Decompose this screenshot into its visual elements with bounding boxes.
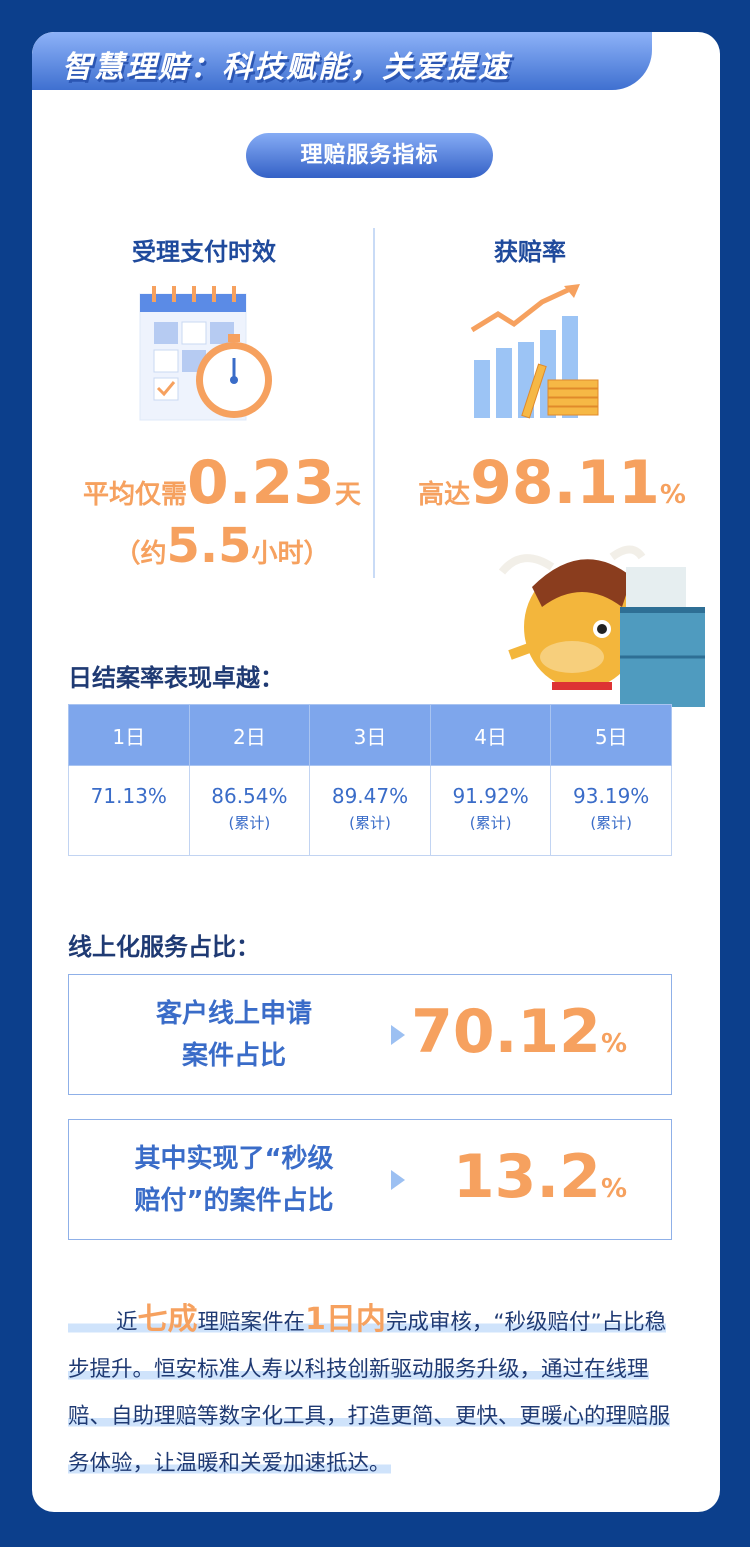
label-line: 客户线上申请 <box>155 999 312 1029</box>
value-unit: % <box>600 1029 627 1059</box>
column-divider <box>373 228 375 578</box>
claim-rate-line: 高达98.11% <box>382 448 720 518</box>
avg-hours-value: 5.5 <box>166 518 252 574</box>
col-header: 4日 <box>429 704 552 766</box>
label-line: 赔付”的案件占比 <box>134 1186 334 1216</box>
cumulative-note: (累计) <box>469 814 512 832</box>
text: 完成审核，“秒级赔付”占比稳步提升。恒安标准人寿以科技创新驱动服务升级，通过在线… <box>68 1310 671 1476</box>
table-header-row: 1日 2日 3日 4日 5日 <box>68 704 672 766</box>
table-cell: 91.92% (累计) <box>429 765 552 856</box>
cumulative-note: (累计) <box>228 814 271 832</box>
label-line: 案件占比 <box>181 1041 286 1071</box>
page-title: 智慧理赔：科技赋能，关爱提速 <box>62 50 510 85</box>
avg-time-line: 平均仅需0.23天 <box>52 448 392 518</box>
col-header: 1日 <box>68 704 190 766</box>
table-cell: 86.54% (累计) <box>188 765 311 856</box>
arrow-icon <box>391 1170 405 1190</box>
col-header: 5日 <box>550 704 672 766</box>
infographic-card: 智慧理赔：科技赋能，关爱提速 理赔服务指标 受理支付时效 平均仅需0.23天 （… <box>32 32 720 1512</box>
second-level-payment-box: 其中实现了“秒级 赔付”的案件占比 13.2% <box>68 1119 672 1240</box>
title-banner: 智慧理赔：科技赋能，关爱提速 <box>32 32 652 90</box>
box-label: 其中实现了“秒级 赔付”的案件占比 <box>109 1138 359 1222</box>
calendar-stopwatch-icon <box>139 286 272 421</box>
highlight-text: 1日内 <box>305 1302 386 1337</box>
rising-chart-coins-icon <box>470 284 599 419</box>
col-header: 2日 <box>188 704 311 766</box>
claim-rate-heading: 获赔率 <box>494 238 566 266</box>
mascot-ox-illustration <box>498 545 705 707</box>
value-unit: % <box>600 1174 627 1204</box>
value-number: 13.2 <box>452 1142 601 1212</box>
highlight-text: 七成 <box>137 1302 198 1337</box>
text: 理赔案件在 <box>197 1310 306 1335</box>
cumulative-note: (累计) <box>590 814 633 832</box>
section-pill: 理赔服务指标 <box>246 133 493 178</box>
avg-days-unit: 天 <box>335 480 362 510</box>
box-value: 70.12% <box>411 997 627 1067</box>
arrow-icon <box>391 1025 405 1045</box>
table-cell: 93.19% (累计) <box>550 765 672 856</box>
text: 近 <box>116 1310 138 1335</box>
label-line: 其中实现了“秒级 <box>134 1144 334 1174</box>
rate-value: 89.47% <box>331 784 409 808</box>
box-value: 13.2% <box>453 1142 627 1212</box>
table-cell: 89.47% (累计) <box>309 765 431 856</box>
hours-unit: 小时） <box>251 539 330 569</box>
table-cell: 71.13% <box>68 765 190 856</box>
avg-hours-line: （约5.5小时） <box>52 518 392 574</box>
rate-value: 91.92% <box>452 784 529 808</box>
avg-days-value: 0.23 <box>186 448 336 518</box>
rate-prefix: 高达 <box>418 480 471 510</box>
col-header: 3日 <box>309 704 431 766</box>
rate-unit: % <box>659 480 686 510</box>
avg-prefix: 平均仅需 <box>82 480 187 510</box>
daily-close-table: 1日 2日 3日 4日 5日 71.13% 86.54% (累计) 89.47% (… <box>68 704 672 856</box>
rate-value: 93.19% <box>573 784 650 808</box>
box-label: 客户线上申请 案件占比 <box>109 993 359 1077</box>
online-application-box: 客户线上申请 案件占比 70.12% <box>68 974 672 1095</box>
claim-rate-value: 98.11 <box>470 448 660 518</box>
rate-value: 71.13% <box>90 784 167 808</box>
summary-paragraph: 近七成理赔案件在1日内完成审核，“秒级赔付”占比稳步提升。恒安标准人寿以科技创新… <box>68 1296 678 1487</box>
online-share-heading: 线上化服务占比： <box>68 933 260 961</box>
daily-close-heading: 日结案率表现卓越： <box>68 664 284 692</box>
table-row: 71.13% 86.54% (累计) 89.47% (累计) 91.92% (累计) … <box>68 765 672 856</box>
payment-time-heading: 受理支付时效 <box>132 238 276 266</box>
hours-open: （约 <box>114 539 167 569</box>
value-number: 70.12 <box>411 997 601 1067</box>
rate-value: 86.54% <box>211 784 288 808</box>
cumulative-note: (累计) <box>349 814 391 832</box>
